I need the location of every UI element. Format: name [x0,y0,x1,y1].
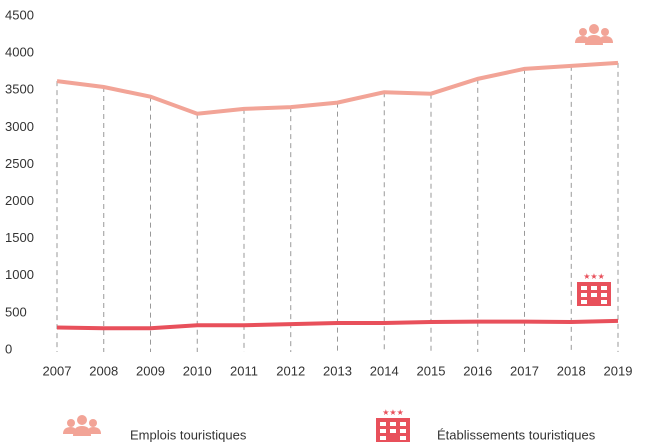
x-tick-label: 2008 [89,363,118,378]
y-tick-label: 4500 [5,7,34,22]
y-tick-label: 4000 [5,45,34,60]
x-tick-label: 2019 [604,363,633,378]
series-line [56,60,619,116]
y-tick-label: 0 [5,341,12,356]
x-tick-label: 2014 [370,363,399,378]
y-tick-label: 3000 [5,119,34,134]
x-tick-label: 2011 [230,363,258,378]
legend-label: Emplois touristiques [130,427,247,442]
legend-label: Établissements touristiques [437,427,596,442]
x-tick-label: 2015 [417,363,446,378]
x-tick-label: 2012 [276,363,305,378]
y-tick-label: 500 [5,304,27,319]
series-icon [575,24,613,45]
y-tick-label: 3500 [5,82,34,97]
legend-icon [376,408,410,442]
x-tick-label: 2010 [183,363,212,378]
series-line [56,318,619,331]
x-tick-label: 2007 [43,363,72,378]
y-tick-label: 2500 [5,156,34,171]
series-icon [577,272,611,306]
x-tick-label: 2018 [557,363,586,378]
y-tick-label: 1500 [5,230,34,245]
x-tick-label: 2013 [323,363,352,378]
y-tick-label: 2000 [5,193,34,208]
x-tick-label: 2016 [463,363,492,378]
y-tick-label: 1000 [5,267,34,282]
legend-icon [63,415,101,436]
x-tick-label: 2009 [136,363,165,378]
x-tick-label: 2017 [510,363,539,378]
